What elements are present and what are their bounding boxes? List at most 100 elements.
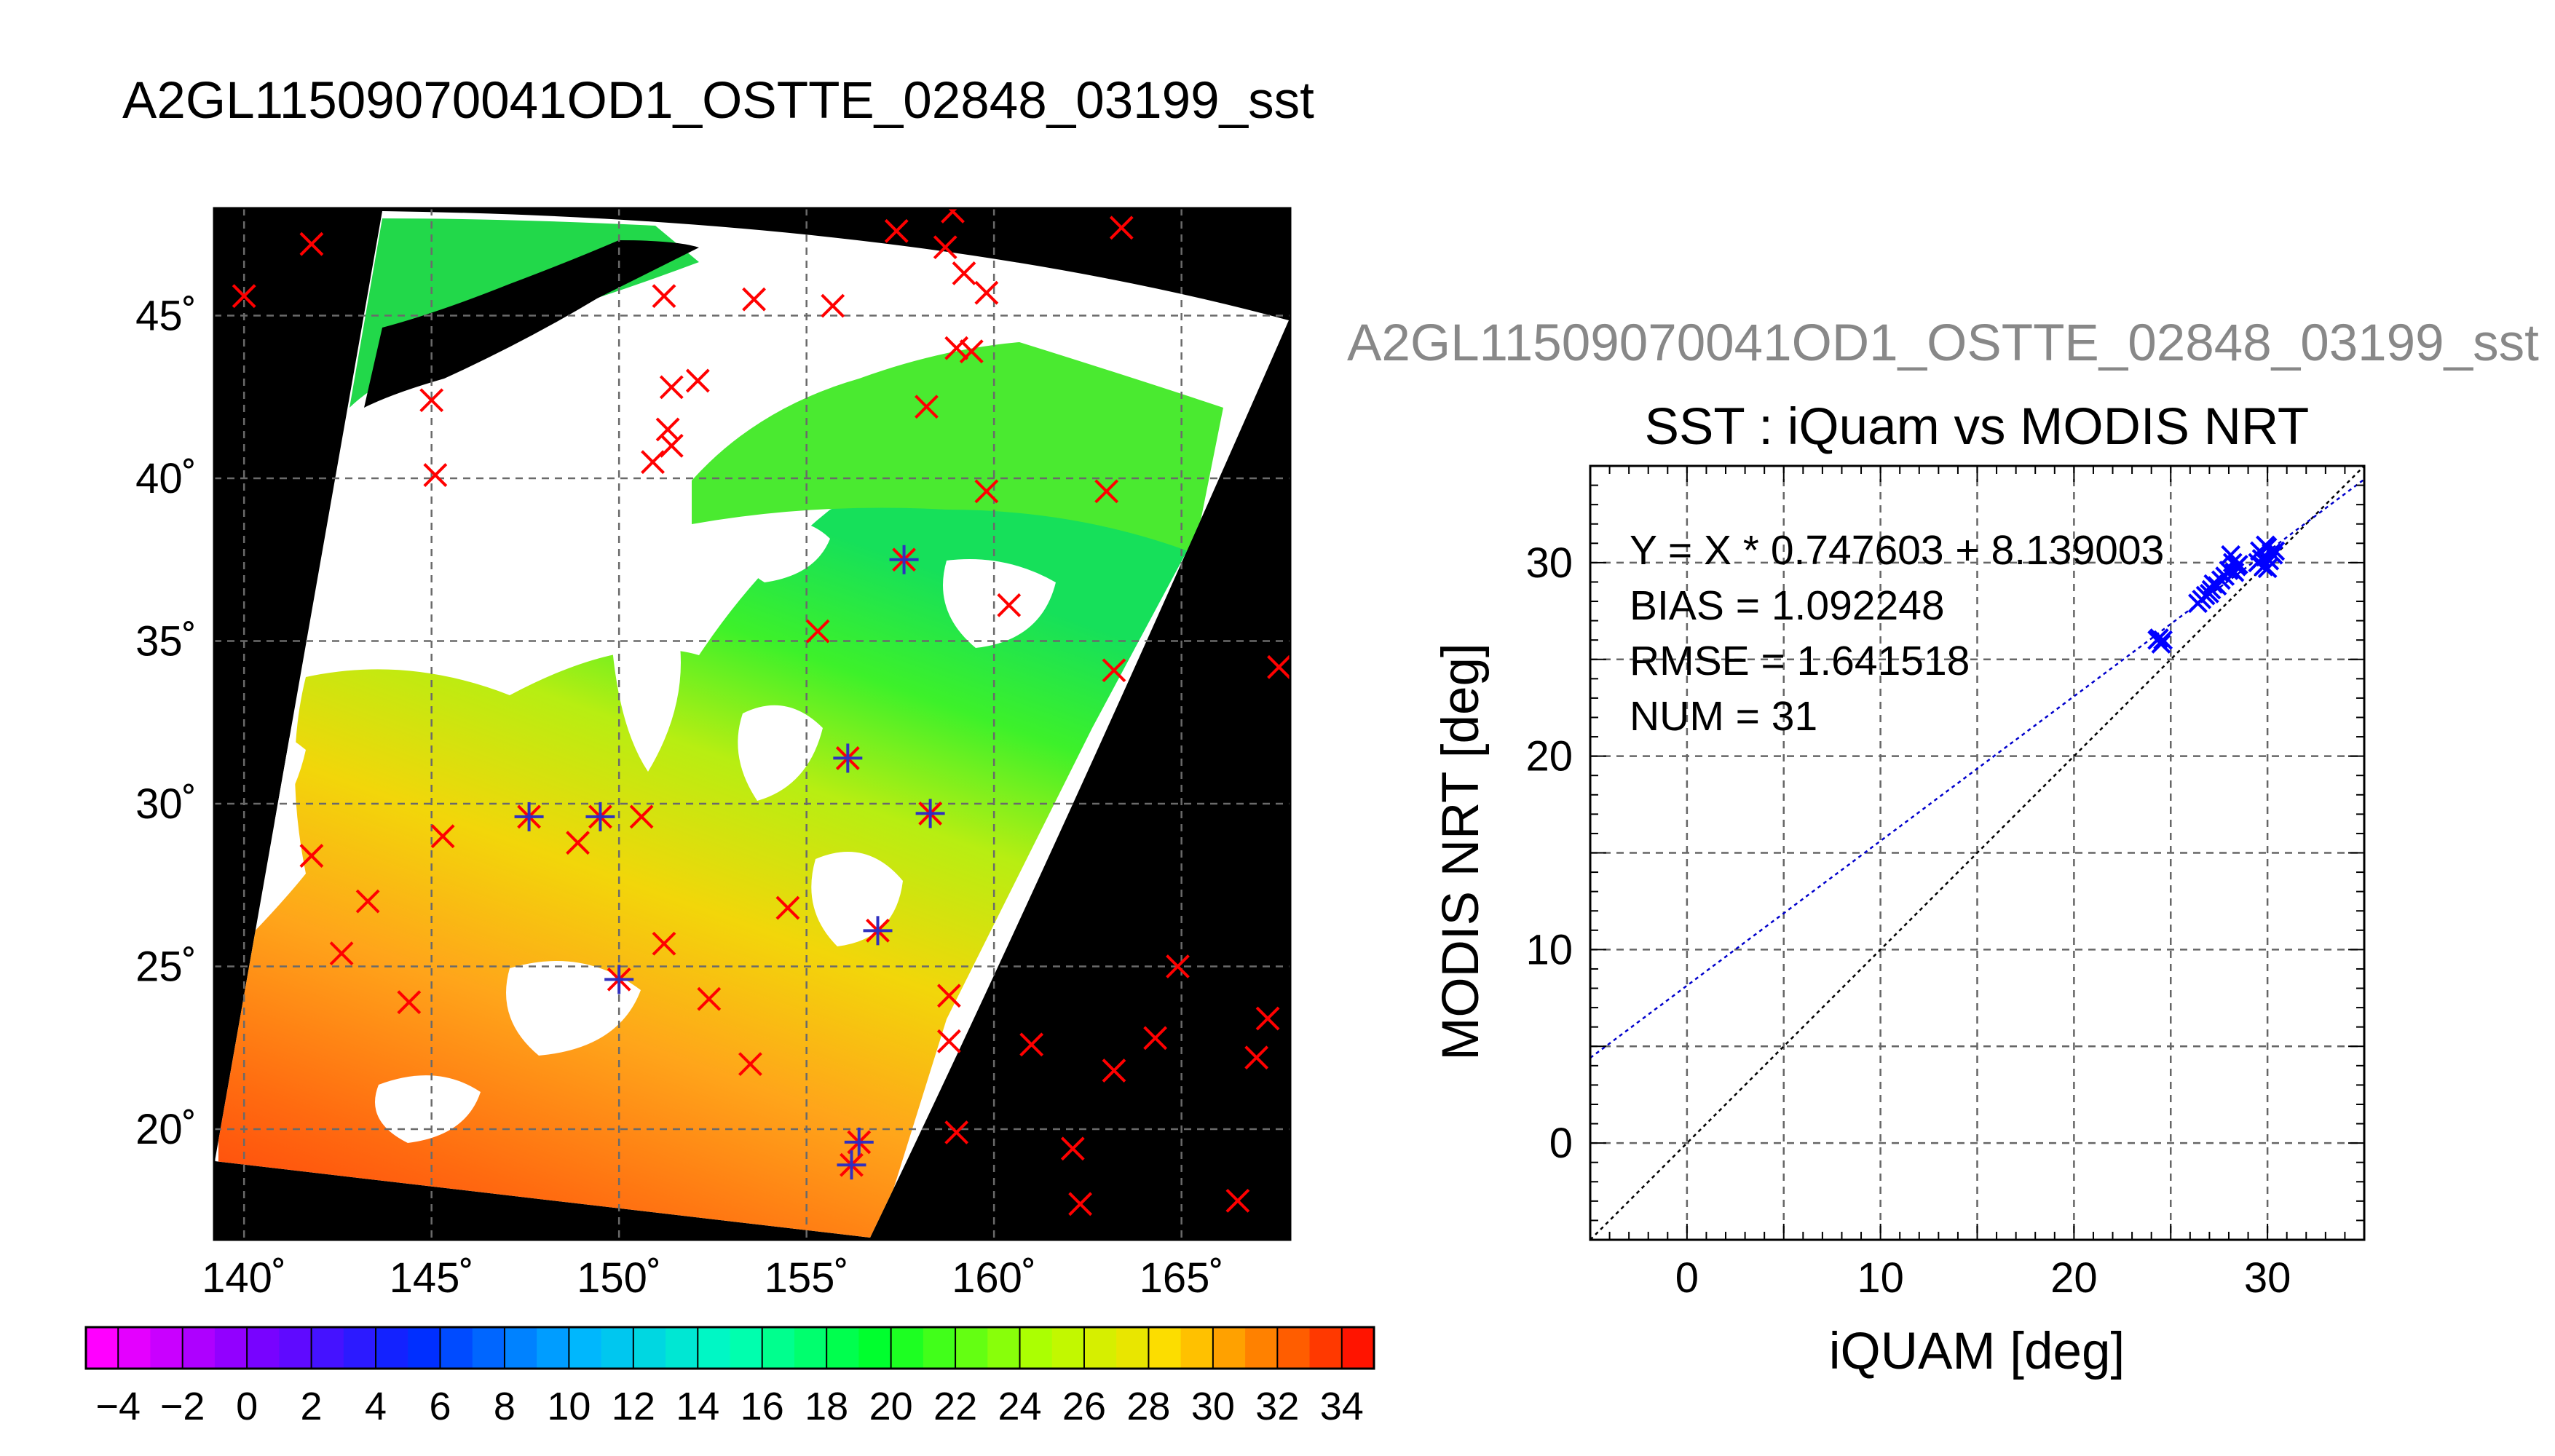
colorbar-cell (472, 1327, 505, 1369)
sst-map-panel (214, 208, 1290, 1240)
map-markers (232, 208, 1290, 1216)
scatter-plot: 0 10 20 30 0 10 20 30 (1525, 465, 2365, 1302)
colorbar-tick-label: 12 (612, 1385, 655, 1428)
colorbar-cell (601, 1327, 634, 1369)
colorbar-tick-label: 22 (933, 1385, 977, 1428)
lon-tick-label: 165˚ (1140, 1254, 1224, 1302)
scatter-annotations: Y = X * 0.747603 + 8.139003 BIAS = 1.0922… (1630, 527, 2164, 740)
scatter-point (2265, 541, 2286, 561)
lon-tick-label: 140˚ (202, 1254, 286, 1302)
scatter-point (2257, 558, 2278, 579)
scatter-point (2195, 585, 2216, 606)
colorbar-cell (279, 1327, 312, 1369)
matched-marker (889, 545, 919, 574)
colorbar-tick-label: 10 (547, 1385, 591, 1428)
colorbar-tick-label: 24 (998, 1385, 1041, 1428)
scatter-y-label: MODIS NRT [deg] (1432, 643, 1490, 1060)
unmatched-marker (652, 931, 676, 956)
lat-tick-label: 20˚ (135, 1106, 197, 1153)
scatter-annotation: Y = X * 0.747603 + 8.139003 (1630, 527, 2164, 574)
unmatched-marker (232, 284, 256, 309)
colorbar-cell (247, 1327, 280, 1369)
unmatched-marker (419, 388, 444, 413)
map-axis-ticks: 140˚ 145˚ 150˚ 155˚ 160˚ 165˚ 45˚ 40˚ 35˚ 30˚ 25˚ 2… (135, 293, 1224, 1302)
scatter-header: A2GL11509070041OD1_OSTTE_02848_03199_sst (1347, 314, 2539, 372)
colorbar-cell (1309, 1327, 1343, 1369)
scatter-point (2256, 535, 2275, 555)
scatter-point (2215, 566, 2235, 586)
unmatched-marker (974, 479, 999, 504)
scatter-y-tick-label: 20 (1525, 733, 1573, 780)
scatter-frame (1589, 464, 2366, 1241)
scatter-y-tick-label: 0 (1549, 1120, 1573, 1167)
unmatched-marker (697, 986, 722, 1011)
unmatched-marker (1109, 215, 1134, 240)
unmatched-marker (629, 804, 654, 829)
colorbar-tick-label: 8 (494, 1385, 516, 1428)
unmatched-marker (944, 1120, 969, 1144)
unmatched-marker (1094, 479, 1119, 504)
lon-tick-label: 160˚ (952, 1254, 1036, 1302)
colorbar-tick-label: 0 (236, 1385, 258, 1428)
scatter-x-label: iQUAM [deg] (1829, 1323, 2125, 1380)
unmatched-marker (959, 339, 984, 364)
unmatched-marker (652, 284, 676, 309)
colorbar-cell (826, 1327, 859, 1369)
unmatched-marker (329, 941, 354, 966)
colorbar-cell (987, 1327, 1021, 1369)
colorbar-cell (891, 1327, 924, 1369)
one-to-one-line (1590, 466, 2364, 1240)
scatter-y-tick-label: 10 (1525, 926, 1573, 973)
colorbar-cell (376, 1327, 408, 1369)
colorbar-cell (1341, 1327, 1375, 1369)
unmatched-marker (397, 990, 422, 1015)
colorbar-tick-label: 18 (805, 1385, 848, 1428)
lat-tick-label: 30˚ (135, 780, 197, 828)
unmatched-marker (1244, 1045, 1269, 1070)
unmatched-marker (1267, 654, 1290, 679)
unmatched-marker (355, 889, 380, 914)
scatter-point (2153, 630, 2173, 650)
unmatched-marker (1255, 1006, 1280, 1031)
colorbar-cell (1019, 1327, 1053, 1369)
unmatched-marker (805, 619, 830, 644)
fit-line (1590, 478, 2364, 1059)
matched-marker (844, 1127, 874, 1157)
scatter-x-tick-label: 20 (2050, 1254, 2098, 1302)
unmatched-marker (1102, 658, 1126, 683)
colorbar-tick-label: 26 (1062, 1385, 1106, 1428)
lon-tick-label: 145˚ (390, 1254, 474, 1302)
colorbar-tick-label: 20 (869, 1385, 913, 1428)
sst-field-main (218, 472, 1201, 1238)
unmatched-marker (1068, 1192, 1093, 1216)
matched-marker (833, 743, 863, 773)
unmatched-marker (997, 593, 1022, 617)
unmatched-marker (299, 844, 324, 868)
unmatched-marker (933, 235, 957, 260)
colorbar-tick-label: 30 (1191, 1385, 1235, 1428)
unmatched-marker (299, 232, 324, 256)
scatter-point (2248, 553, 2268, 573)
colorbar-cell (1277, 1327, 1311, 1369)
matched-marker (514, 802, 544, 831)
colorbar-cell (666, 1327, 698, 1369)
colorbar-frame (84, 1326, 1375, 1370)
colorbar-cell (504, 1327, 537, 1369)
unmatched-marker (1060, 1136, 1085, 1161)
colorbar-cell (1083, 1327, 1117, 1369)
colorbar-tick-label: 28 (1126, 1385, 1170, 1428)
colorbar-cell (150, 1327, 183, 1369)
map-frame (213, 207, 1292, 1241)
unmatched-marker (1225, 1188, 1250, 1213)
colorbar-cell (730, 1327, 763, 1369)
unmatched-marker (936, 984, 961, 1008)
colorbar-tick-label: 14 (676, 1385, 719, 1428)
scatter-annotation: NUM = 31 (1630, 693, 1817, 740)
lat-tick-label: 45˚ (135, 293, 197, 340)
colorbar-cell (86, 1327, 119, 1369)
page-title: A2GL11509070041OD1_OSTTE_02848_03199_sst (122, 72, 1314, 130)
unmatched-marker (884, 218, 909, 243)
colorbar-cell (214, 1327, 248, 1369)
unmatched-marker (936, 1029, 961, 1053)
